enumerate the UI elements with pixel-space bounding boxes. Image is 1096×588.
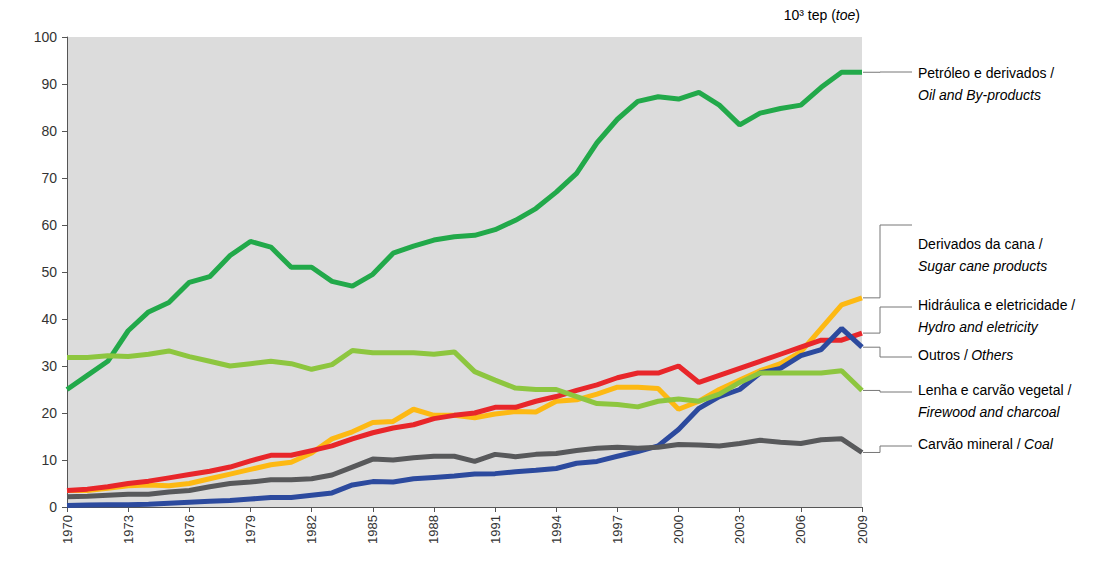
svg-text:1973: 1973	[121, 515, 136, 544]
svg-text:toe: toe	[836, 7, 856, 23]
svg-text:Carvão mineral /: Carvão mineral /	[918, 436, 1021, 452]
svg-text:60: 60	[41, 217, 57, 233]
svg-text:Coal: Coal	[1024, 436, 1054, 452]
svg-text:1970: 1970	[60, 515, 75, 544]
svg-text:100: 100	[34, 29, 58, 45]
svg-text:1976: 1976	[182, 515, 197, 544]
svg-text:0: 0	[49, 499, 57, 515]
svg-text:Petróleo e derivados /: Petróleo e derivados /	[918, 65, 1054, 81]
svg-text:1985: 1985	[365, 515, 380, 544]
svg-text:2003: 2003	[732, 515, 747, 544]
svg-text:80: 80	[41, 123, 57, 139]
svg-text:1991: 1991	[488, 515, 503, 544]
svg-text:1994: 1994	[549, 515, 564, 544]
svg-text:1979: 1979	[243, 515, 258, 544]
svg-text:90: 90	[41, 76, 57, 92]
svg-text:20: 20	[41, 405, 57, 421]
svg-text:1982: 1982	[304, 515, 319, 544]
svg-text:Hydro and eletricity: Hydro and eletricity	[918, 319, 1039, 335]
svg-text:10: 10	[41, 452, 57, 468]
svg-text:): )	[855, 7, 860, 23]
svg-text:10³ tep (: 10³ tep (	[784, 7, 836, 23]
svg-text:30: 30	[41, 358, 57, 374]
svg-text:2009: 2009	[855, 515, 870, 544]
svg-text:70: 70	[41, 170, 57, 186]
svg-text:Outros /: Outros /	[918, 347, 968, 363]
svg-text:Oil and By-products: Oil and By-products	[918, 87, 1041, 103]
svg-text:Firewood and charcoal: Firewood and charcoal	[918, 404, 1061, 420]
svg-text:50: 50	[41, 264, 57, 280]
svg-text:1988: 1988	[426, 515, 441, 544]
svg-text:Hidráulica e eletricidade /: Hidráulica e eletricidade /	[918, 297, 1075, 313]
svg-text:Sugar cane products: Sugar cane products	[918, 258, 1047, 274]
svg-text:2006: 2006	[793, 515, 808, 544]
svg-text:Derivados da cana /: Derivados da cana /	[918, 236, 1043, 252]
svg-text:Lenha e carvão vegetal /: Lenha e carvão vegetal /	[918, 382, 1071, 398]
svg-text:1997: 1997	[610, 515, 625, 544]
svg-text:2000: 2000	[671, 515, 686, 544]
svg-text:Others: Others	[971, 347, 1013, 363]
svg-text:40: 40	[41, 311, 57, 327]
